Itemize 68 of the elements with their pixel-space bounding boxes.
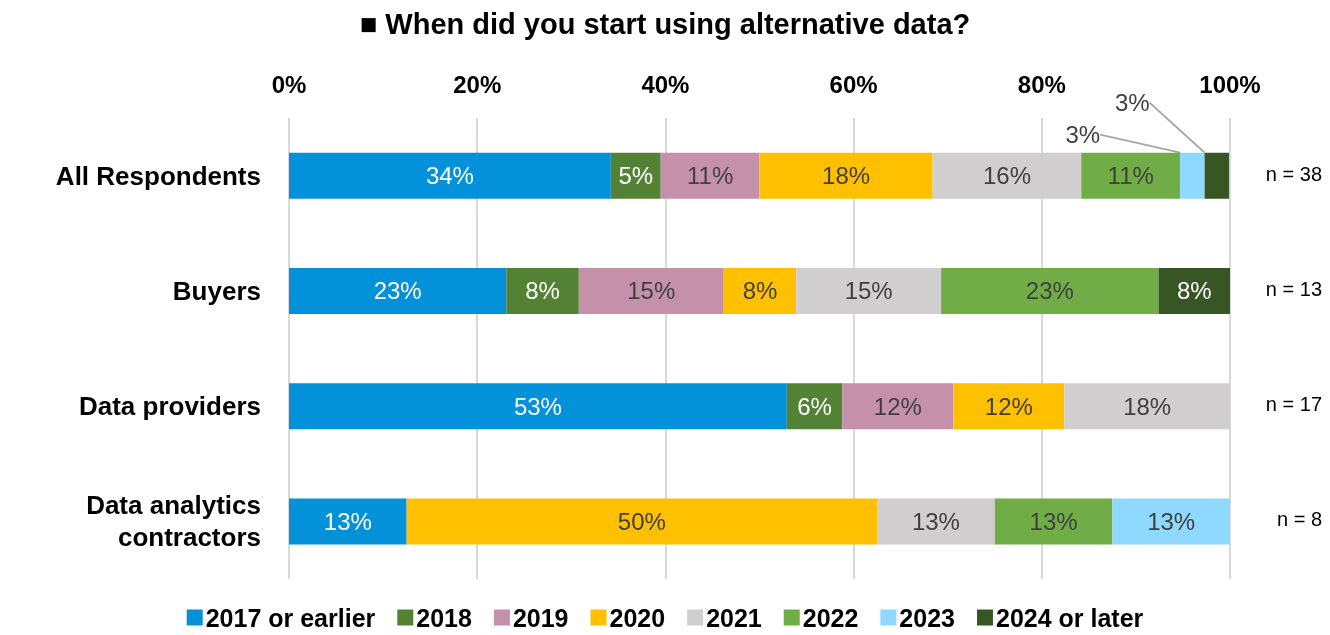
data-label: 34% xyxy=(425,162,474,190)
bar xyxy=(289,383,787,430)
data-label: 16% xyxy=(982,162,1032,190)
data-label: 18% xyxy=(822,162,871,190)
bar xyxy=(406,498,878,545)
y-tick-label: Data analytics contractors xyxy=(86,490,261,553)
data-label: 13% xyxy=(911,507,960,535)
data-label: 8% xyxy=(1176,277,1212,305)
text: n = 13 xyxy=(1265,277,1323,300)
data-label: 5% xyxy=(618,162,654,190)
legend-label: 2022 xyxy=(802,603,859,632)
legend-label: 2020 xyxy=(609,603,666,632)
data-label: 15% xyxy=(627,277,676,305)
x-tick-label: 100% xyxy=(1199,70,1261,98)
x-tick-label: 60% xyxy=(829,70,878,98)
bar xyxy=(289,267,507,314)
legend-label: 2019 xyxy=(512,603,569,632)
data-label: 13% xyxy=(1029,507,1078,535)
data-label: 11% xyxy=(686,162,734,190)
data-label: 15% xyxy=(844,277,893,305)
x-tick-label: 40% xyxy=(641,70,690,98)
data-label: 53% xyxy=(513,392,562,420)
legend-label: 2023 xyxy=(899,603,955,632)
bar xyxy=(289,498,407,545)
data-label: 23% xyxy=(373,277,422,305)
bar xyxy=(842,383,954,430)
bar xyxy=(1081,152,1181,199)
x-tick-label: 20% xyxy=(453,70,502,98)
data-label: 12% xyxy=(873,392,922,420)
bar xyxy=(1112,498,1230,545)
bar xyxy=(1180,152,1205,199)
data-label: 13% xyxy=(1147,507,1196,535)
data-label: 18% xyxy=(1123,392,1172,420)
data-label: 50% xyxy=(617,507,666,535)
x-tick-label: 0% xyxy=(271,70,307,98)
data-label: 6% xyxy=(797,392,832,420)
bar xyxy=(1158,267,1230,314)
y-tick-label: Buyers xyxy=(172,275,261,306)
bar xyxy=(941,267,1159,314)
data-label: 23% xyxy=(1025,277,1074,305)
bar xyxy=(1204,152,1230,199)
bar xyxy=(578,267,724,314)
text: n = 8 xyxy=(1276,508,1323,531)
data-label: 12% xyxy=(984,392,1033,420)
data-label: 13% xyxy=(323,507,372,535)
y-tick-label: Data providers xyxy=(78,391,261,422)
data-label: 11% xyxy=(1107,162,1154,190)
legend-label: 2017 or earlier xyxy=(205,603,376,632)
bar xyxy=(759,152,933,199)
data-label: 3% xyxy=(1114,89,1150,117)
bar xyxy=(723,267,797,314)
y-tick-label: All Respondents xyxy=(55,160,261,191)
bar xyxy=(953,383,1065,430)
data-label: 8% xyxy=(742,277,778,305)
bar xyxy=(660,152,760,199)
legend-label: 2021 xyxy=(706,603,762,632)
bar xyxy=(506,267,579,314)
text: n = 17 xyxy=(1265,393,1323,416)
legend-label: 2024 or later xyxy=(995,603,1144,632)
bar xyxy=(289,152,611,199)
bar xyxy=(994,498,1113,545)
text: n = 38 xyxy=(1265,162,1323,185)
data-label: 8% xyxy=(525,277,560,305)
chart-title: ■ When did you start using alternative data? xyxy=(359,7,971,40)
data-label: 3% xyxy=(1065,121,1101,149)
x-tick-label: 80% xyxy=(1017,70,1066,98)
legend-label: 2018 xyxy=(416,603,472,632)
bar xyxy=(877,498,995,545)
